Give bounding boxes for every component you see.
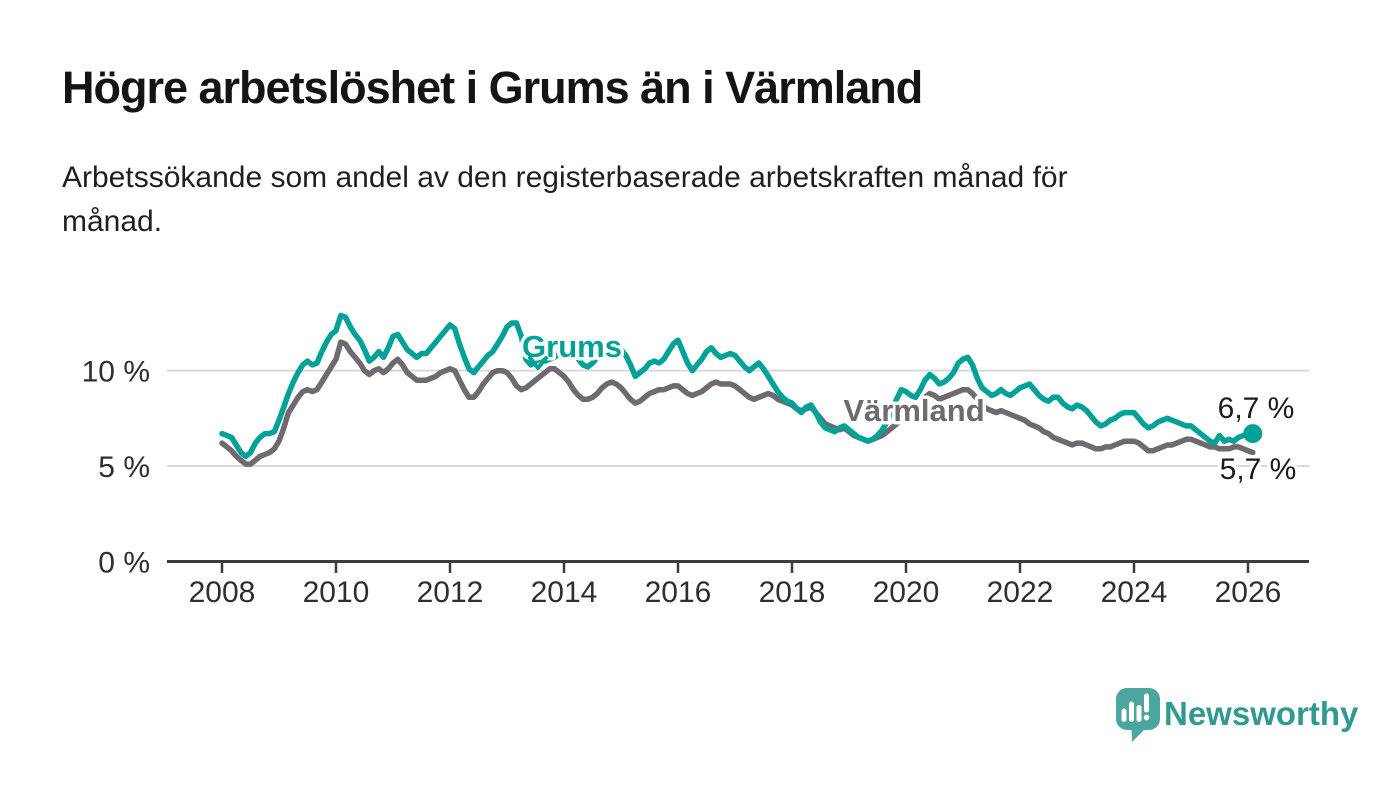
newsworthy-logo-icon bbox=[1116, 688, 1160, 742]
x-tick-label: 2024 bbox=[1101, 576, 1168, 609]
end-value-varmland: 5,7 % bbox=[1220, 453, 1297, 486]
x-tick-label: 2012 bbox=[417, 576, 484, 609]
series-end-dot-grums bbox=[1243, 424, 1263, 444]
x-tick-label: 2010 bbox=[303, 576, 370, 609]
x-tick-label: 2026 bbox=[1215, 576, 1282, 609]
end-value-grums: 6,7 % bbox=[1218, 392, 1295, 425]
x-tick-label: 2016 bbox=[645, 576, 712, 609]
logo-bars-icon bbox=[1121, 693, 1149, 722]
x-tick-label: 2014 bbox=[531, 576, 598, 609]
grums-label-pointer-icon bbox=[528, 356, 548, 370]
series-label-grums: Grums bbox=[522, 329, 622, 364]
chart-subtitle: Arbetssökande som andel av den registerb… bbox=[62, 161, 1068, 238]
axis-labels: 2008 2010 2012 2014 2016 2018 2020 2022 2024 2026… bbox=[82, 356, 1282, 609]
gridlines bbox=[167, 369, 1309, 467]
x-tick-label: 2022 bbox=[987, 576, 1054, 609]
y-tick-label: 5 % bbox=[98, 451, 150, 484]
series-line-värmland bbox=[219, 339, 1256, 467]
y-tick-label: 10 % bbox=[82, 356, 150, 389]
x-tick-label: 2020 bbox=[873, 576, 940, 609]
series-label-varmland: Värmland bbox=[843, 393, 984, 428]
brand-wordmark: Newsworthy bbox=[1164, 695, 1359, 732]
x-axis bbox=[167, 560, 1309, 573]
page-title: Högre arbetslöshet i Grums än i Värmland bbox=[62, 62, 923, 113]
series-lines bbox=[219, 312, 1263, 467]
logo-exclamation-dot bbox=[1143, 714, 1150, 721]
y-tick-label: 0 % bbox=[98, 546, 150, 579]
x-tick-label: 2018 bbox=[759, 576, 826, 609]
x-tick-label: 2008 bbox=[189, 576, 256, 609]
series-line-grums bbox=[219, 312, 1256, 460]
